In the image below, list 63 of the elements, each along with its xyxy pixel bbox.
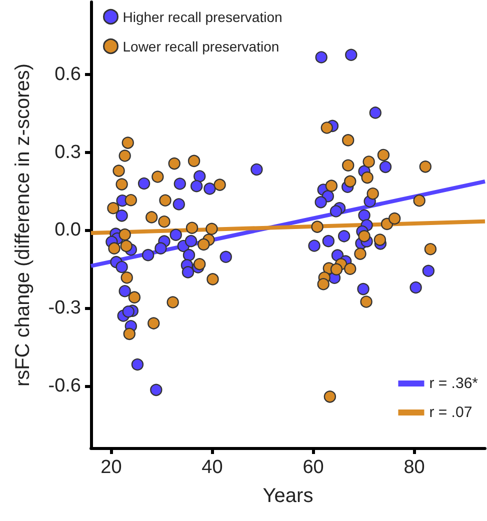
- point: [206, 222, 218, 235]
- legend-label: Lower recall preservation: [122, 38, 280, 54]
- legend-label: r = .07: [429, 404, 472, 421]
- point: [188, 154, 200, 168]
- point: [116, 178, 128, 190]
- point: [377, 148, 390, 162]
- point: [320, 122, 333, 134]
- point: [124, 194, 138, 206]
- point: [413, 194, 426, 207]
- x-axis-title: Years: [262, 485, 314, 507]
- point: [360, 296, 372, 308]
- point: [118, 150, 131, 162]
- y-tick-label: 0.3: [54, 142, 81, 163]
- point: [358, 230, 370, 242]
- y-tick-label: 0.0: [54, 220, 81, 241]
- point: [120, 272, 133, 284]
- point: [152, 170, 164, 183]
- point: [186, 222, 198, 234]
- point: [344, 175, 356, 188]
- legend-label: r = .36*: [429, 375, 478, 392]
- point: [342, 134, 354, 146]
- x-tick-label: 80: [404, 457, 425, 478]
- point: [361, 171, 374, 184]
- y-tick-label: -0.3: [48, 297, 81, 318]
- point: [317, 278, 330, 290]
- x-tick-label: 20: [100, 457, 122, 478]
- point: [128, 291, 141, 304]
- y-tick-label: 0.6: [54, 64, 81, 86]
- point: [330, 263, 343, 276]
- point: [366, 188, 379, 200]
- point: [108, 242, 120, 254]
- point: [168, 157, 180, 170]
- x-tick-label: 60: [302, 457, 324, 478]
- y-tick-label: -0.6: [48, 375, 81, 396]
- point: [194, 258, 206, 270]
- point: [120, 240, 132, 252]
- point: [344, 262, 356, 275]
- point: [112, 164, 125, 177]
- point: [424, 243, 437, 256]
- point: [148, 317, 160, 330]
- point: [362, 156, 375, 168]
- point: [311, 220, 324, 233]
- point: [158, 216, 170, 228]
- point: [122, 136, 134, 149]
- point: [324, 390, 336, 403]
- point: [214, 178, 226, 191]
- point: [388, 212, 401, 225]
- point: [419, 160, 432, 173]
- point: [146, 211, 158, 224]
- point: [354, 248, 366, 260]
- x-tick-label: 40: [202, 457, 223, 478]
- point: [166, 296, 179, 308]
- point: [374, 234, 386, 246]
- point: [159, 194, 172, 206]
- legend-label: Higher recall preservation: [122, 8, 282, 25]
- y-axis-title: rsFC change (difference in z-scores): [12, 63, 34, 387]
- point: [342, 159, 354, 172]
- point: [123, 328, 136, 340]
- point: [198, 238, 210, 251]
- point: [107, 202, 120, 214]
- point: [325, 180, 338, 192]
- point: [118, 228, 131, 241]
- point: [206, 273, 219, 286]
